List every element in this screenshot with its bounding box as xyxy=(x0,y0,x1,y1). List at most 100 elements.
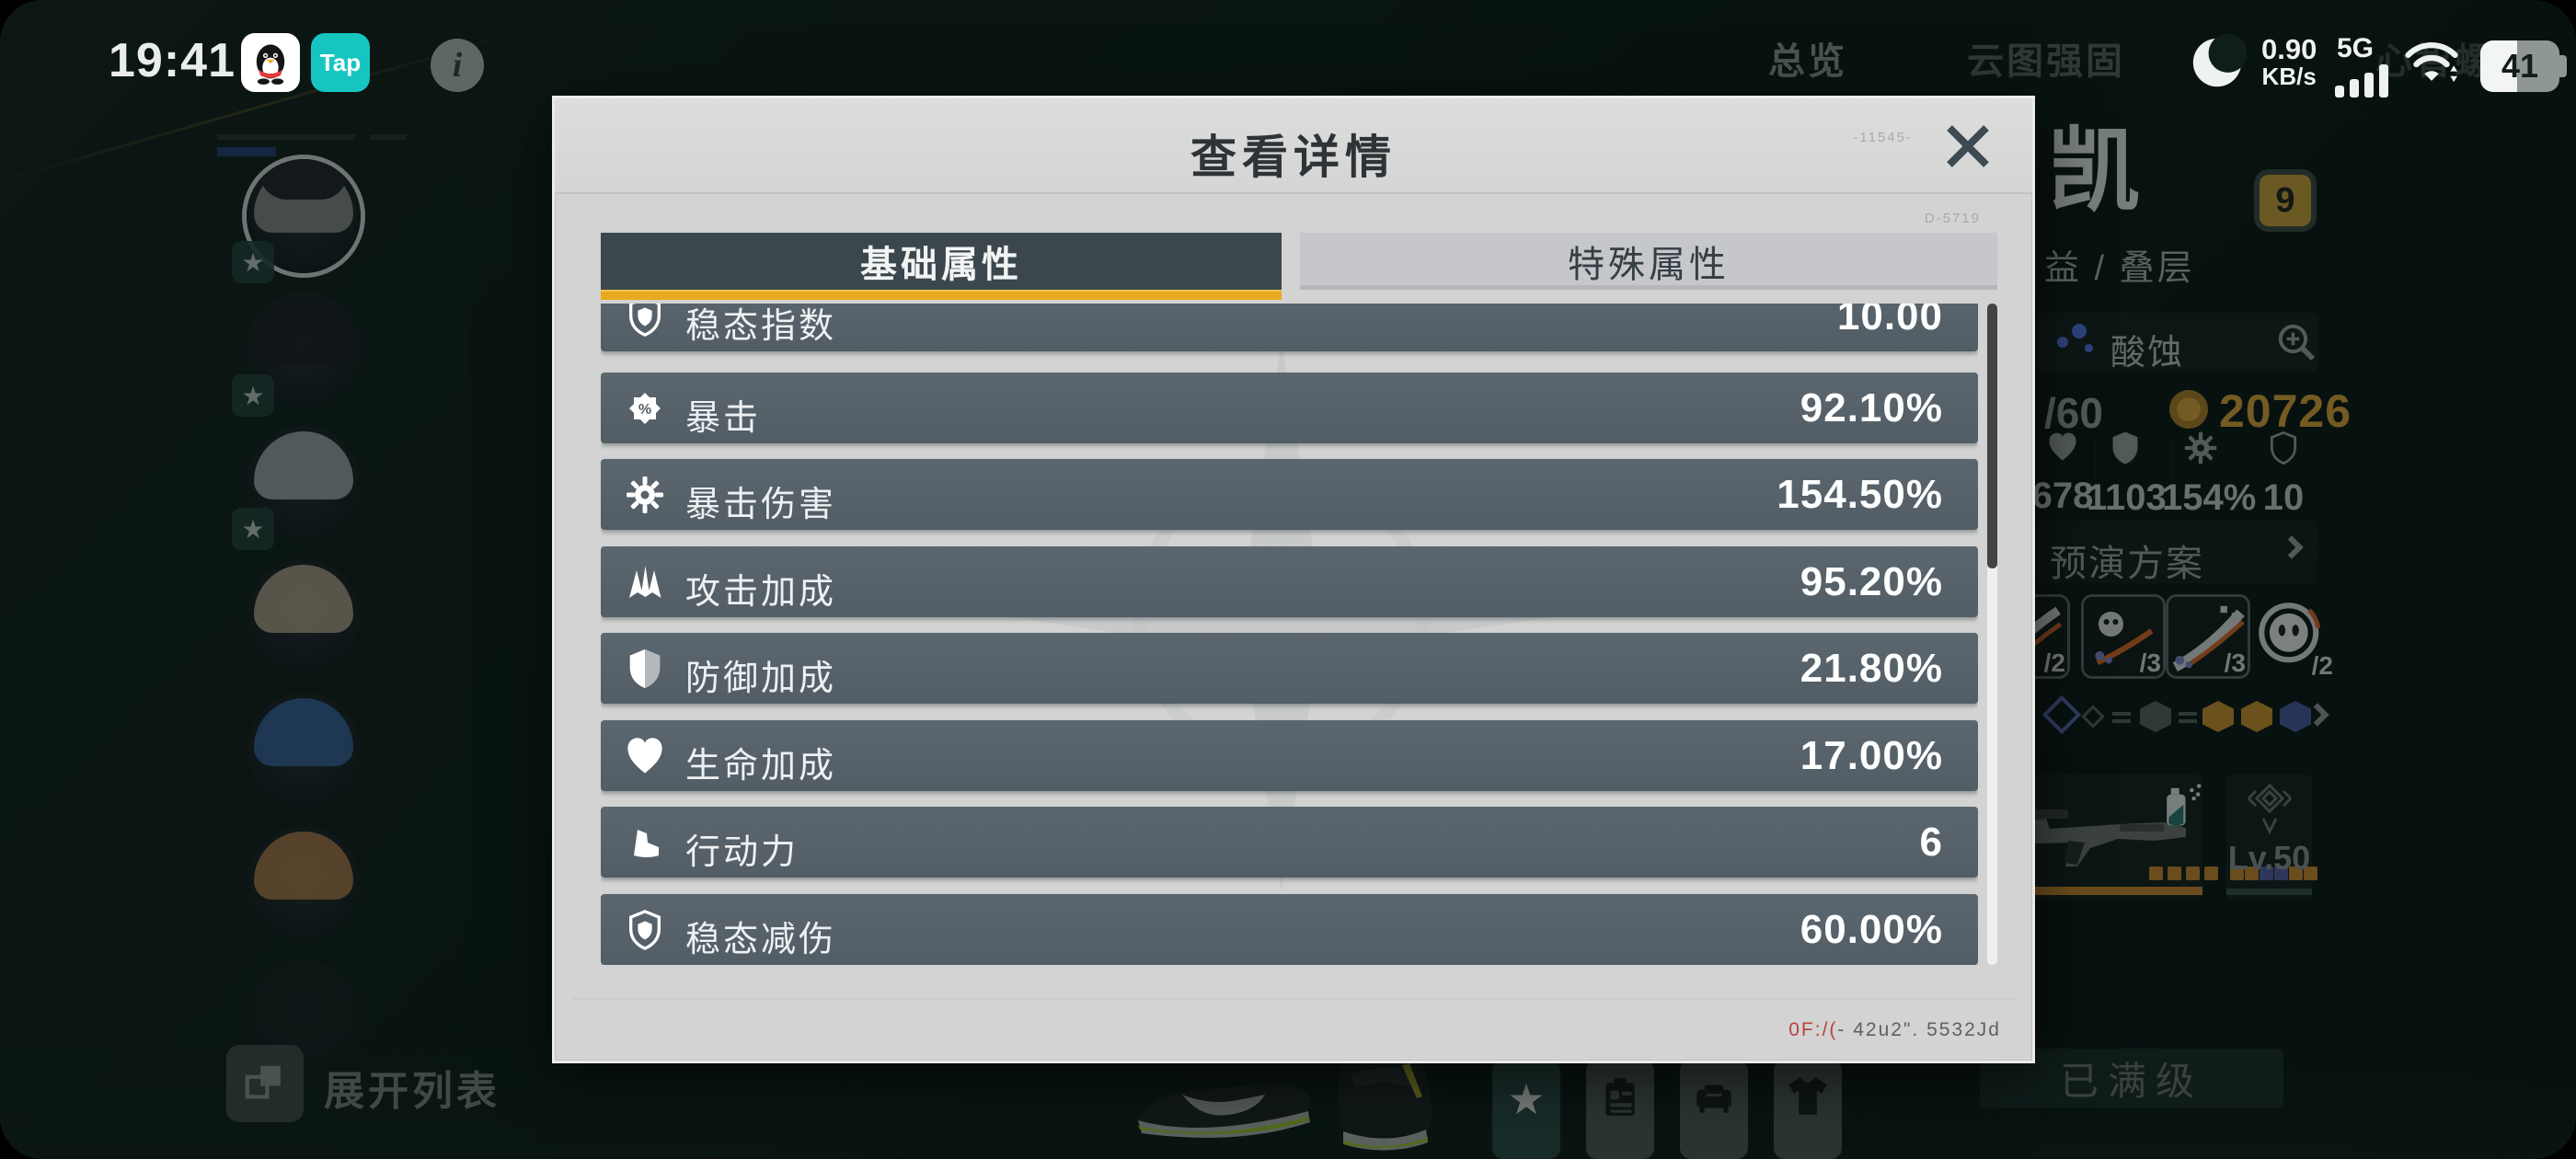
tab-overview[interactable]: 总览 xyxy=(1768,41,1847,82)
pip xyxy=(2168,866,2181,880)
battery-nub xyxy=(2559,55,2567,77)
net-speed-value: 0.90 xyxy=(2261,33,2317,65)
debug-mark xyxy=(217,134,355,140)
element-panel xyxy=(2037,313,2318,372)
rehearsal-plan-row[interactable] xyxy=(2037,521,2318,583)
couch-icon xyxy=(1696,1084,1731,1113)
detail-modal: 查看详情 -11545- D-5719 基础属性 特殊属性 稳态指数 10.00 xyxy=(552,96,2035,1063)
avatar-4[interactable] xyxy=(247,559,361,673)
network-type-label: 5G xyxy=(2337,33,2375,63)
stat-label: 防御加成 xyxy=(685,660,837,698)
skill-slot-2[interactable]: /3 xyxy=(2081,594,2166,679)
svg-text:%: % xyxy=(638,402,651,418)
stat-row-defense-bonus: 防御加成 21.80% xyxy=(601,633,1978,704)
avatar-5[interactable] xyxy=(247,693,361,807)
network-speed: 0.90 KB/s xyxy=(2261,35,2317,88)
furniture-button[interactable] xyxy=(1680,1060,1748,1159)
pip xyxy=(2149,866,2163,880)
rifle-image xyxy=(1989,809,2186,866)
currency-amount: 20726 xyxy=(2219,385,2352,437)
star-badge-icon: ★ xyxy=(232,508,274,550)
close-button[interactable] xyxy=(1940,119,1995,174)
taptap-app-icon: Tap xyxy=(311,33,370,92)
skill-slot-4[interactable]: /2 xyxy=(2250,594,2335,680)
stat-value: 21.80% xyxy=(1800,646,1943,691)
stack-counter: /60 xyxy=(2044,389,2103,437)
modal-title: 查看详情 xyxy=(1190,132,1397,183)
stat-row-hp-bonus: 生命加成 17.00% xyxy=(601,720,1978,791)
hex-gold-icon xyxy=(2202,701,2234,732)
close-icon xyxy=(1947,125,1989,167)
pip xyxy=(2186,866,2200,880)
info-icon[interactable]: i xyxy=(431,39,484,92)
tab-basic-attributes[interactable]: 基础属性 xyxy=(601,233,1282,290)
zoom-magnifier-icon[interactable] xyxy=(2274,320,2320,371)
signal-bars-icon xyxy=(2335,63,2392,98)
badge-shield-icon xyxy=(2270,430,2297,465)
avatar-2[interactable] xyxy=(247,293,361,407)
star-badge-icon: ★ xyxy=(232,374,274,417)
weapon-level-label: Lv.50 xyxy=(2227,839,2311,877)
pip xyxy=(2230,866,2244,880)
shield-outline-icon xyxy=(625,909,665,951)
battery-percent: 41 xyxy=(2501,47,2539,85)
favorite-star-button[interactable]: ★ xyxy=(1492,1060,1560,1159)
claw-icon xyxy=(625,561,665,603)
stat-divider xyxy=(2171,440,2173,480)
stat-label: 行动力 xyxy=(685,833,799,872)
tab-cloud-map[interactable]: 云图强固 xyxy=(1967,41,2125,82)
hex-gray-icon xyxy=(2140,701,2171,732)
heart-icon xyxy=(625,735,665,777)
qq-app-icon xyxy=(241,33,300,92)
dossier-button[interactable] xyxy=(1586,1060,1654,1159)
star-badge-icon: ★ xyxy=(232,241,274,283)
expand-list-button[interactable] xyxy=(226,1045,304,1122)
stat-label: 生命加成 xyxy=(685,747,837,786)
hex-blue-icon xyxy=(2280,701,2311,732)
clipboard-icon xyxy=(1605,1078,1635,1116)
stat-list[interactable]: 稳态指数 10.00 % 暴击 92.10% 暴击伤 xyxy=(601,304,1978,965)
shield-icon xyxy=(2112,431,2138,465)
stat-label: 暴击 xyxy=(685,399,762,438)
rank-badge: 9 xyxy=(2260,175,2311,226)
expand-list-label: 展开列表 xyxy=(324,1069,500,1114)
clock-time: 19:41 xyxy=(109,34,236,87)
skill-slot-3[interactable]: /3 xyxy=(2166,594,2250,679)
avatar-cap xyxy=(259,159,348,200)
decorative-code: D-5719 xyxy=(1924,211,1981,226)
tab-special-attributes[interactable]: 特殊属性 xyxy=(1300,233,1997,290)
stat-label: 攻击加成 xyxy=(685,573,837,612)
pip xyxy=(2245,866,2259,880)
heart-icon xyxy=(2049,432,2076,461)
stat-label: 稳态指数 xyxy=(685,307,837,346)
sneaker-left xyxy=(1127,1058,1320,1159)
stat-value: 17.00% xyxy=(1800,733,1943,778)
scrollbar-track[interactable] xyxy=(1987,304,1997,965)
tshirt-icon xyxy=(1788,1077,1827,1115)
avatar-1-selected[interactable] xyxy=(247,159,361,273)
net-speed-unit: KB/s xyxy=(2261,62,2317,90)
scrollbar-thumb[interactable] xyxy=(1987,304,1997,568)
stat-label: 暴击伤害 xyxy=(685,486,837,524)
stat-value: 60.00% xyxy=(1800,907,1943,952)
level-card[interactable] xyxy=(2226,775,2317,900)
max-level-button[interactable]: 已满级 xyxy=(1980,1049,2283,1107)
pip xyxy=(2260,866,2273,880)
equals-mark xyxy=(2179,712,2197,716)
element-label: 酸蚀 xyxy=(2110,334,2185,373)
stat-value: 6 xyxy=(1919,820,1943,865)
pip xyxy=(2289,866,2303,880)
currency-coin-icon xyxy=(2169,390,2208,429)
level-card-bar xyxy=(2226,889,2312,895)
debug-mark-blue xyxy=(217,147,276,156)
pip xyxy=(2274,866,2288,880)
shield-half-icon xyxy=(625,648,665,690)
stat-value: 154.50% xyxy=(1777,472,1943,517)
outfit-button[interactable] xyxy=(1774,1060,1842,1159)
avatar-6[interactable] xyxy=(247,826,361,940)
moon-dnd-icon xyxy=(2188,33,2248,97)
battery-icon: 41 xyxy=(2480,40,2559,92)
gear-icon xyxy=(2184,431,2217,465)
stat-row-crit-rate: % 暴击 92.10% xyxy=(601,373,1978,443)
